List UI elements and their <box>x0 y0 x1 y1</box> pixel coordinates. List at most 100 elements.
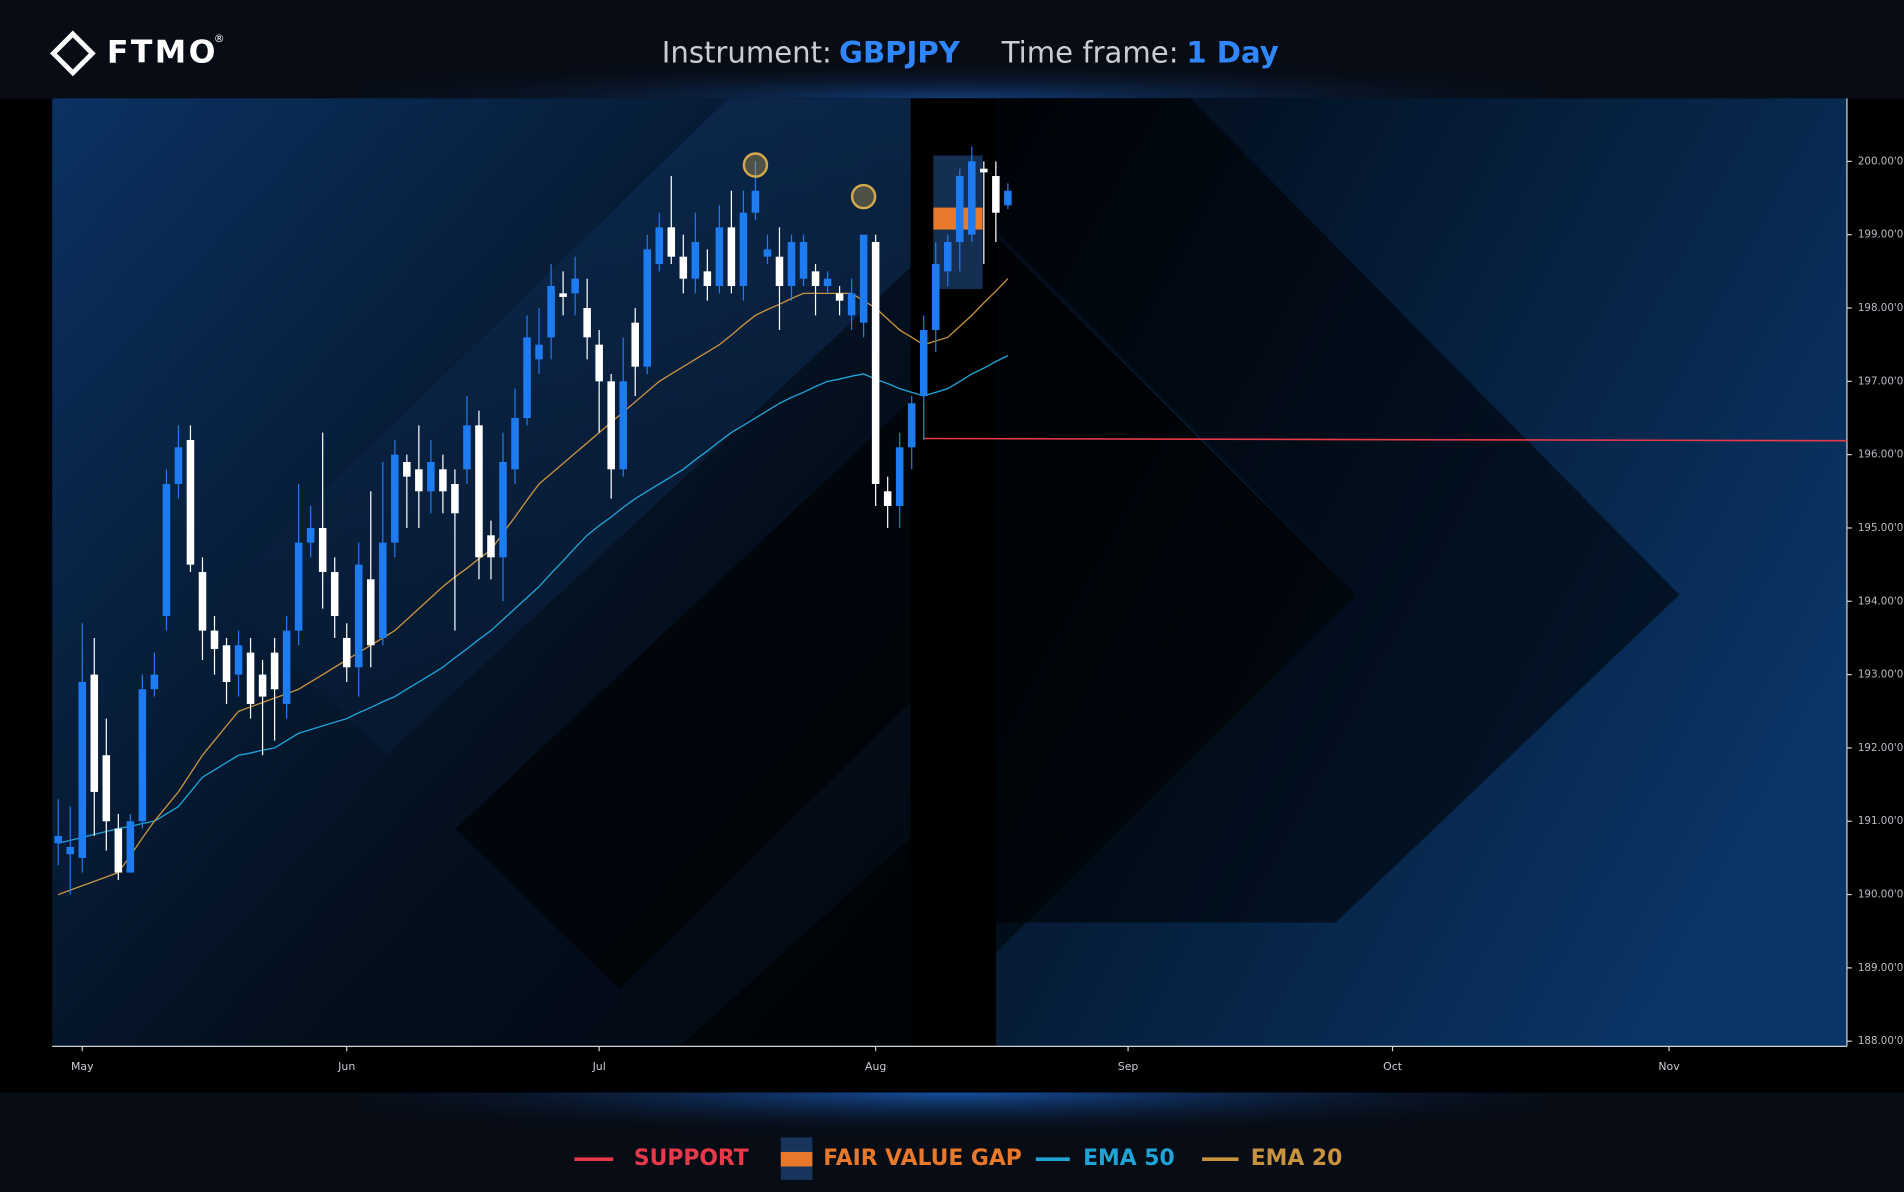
candle-body <box>126 821 135 873</box>
bg-shape <box>218 98 911 756</box>
candle-body <box>847 293 856 316</box>
swing-high-marker <box>850 183 877 210</box>
x-tick-label: Aug <box>865 1060 886 1073</box>
x-tick-label: Jul <box>592 1060 606 1073</box>
candle-body <box>162 483 171 616</box>
candle-body <box>559 293 567 298</box>
support-line <box>923 437 1847 442</box>
swing-high-marker <box>742 152 769 178</box>
candle-body <box>270 652 279 690</box>
candle-body <box>691 242 700 279</box>
candle-body <box>643 249 652 367</box>
x-tick-label: Jun <box>337 1060 355 1073</box>
candle-body <box>763 249 772 257</box>
legend-swatch <box>780 1151 813 1167</box>
candle-body <box>883 491 892 506</box>
candle-body <box>944 242 952 272</box>
candle-body <box>439 469 447 492</box>
candle-body <box>114 828 123 873</box>
candle-body <box>90 674 99 792</box>
candle-body <box>294 542 303 631</box>
timeframe: 1 Day <box>1186 36 1278 70</box>
candle-body <box>246 652 255 704</box>
y-tick-label: 190.00'0 <box>1858 889 1903 901</box>
candle-body <box>1004 190 1012 206</box>
candle-body <box>739 212 748 287</box>
candle-body <box>54 835 62 844</box>
candle-body <box>463 425 471 470</box>
logo-mark: ® <box>214 32 225 45</box>
y-tick-label: 197.00'0 <box>1858 375 1903 387</box>
y-tick-label: 199.00'0 <box>1858 229 1903 241</box>
candle-body <box>655 227 664 265</box>
candle-body <box>799 242 808 279</box>
candle-body <box>391 454 399 543</box>
header-glow <box>364 36 1540 99</box>
candle-body <box>931 264 940 331</box>
candle-body <box>607 381 615 470</box>
candle-body <box>619 381 627 470</box>
candle-body <box>258 674 267 697</box>
candle-body <box>595 344 603 382</box>
bg-shape <box>995 236 1357 953</box>
instrument: GBPJPY <box>839 36 961 70</box>
candle-body <box>968 161 976 235</box>
instrument-label: Instrument: <box>662 36 832 70</box>
candle-body <box>871 242 880 484</box>
candle-body <box>499 461 507 558</box>
candle-body <box>342 637 351 668</box>
candle-body <box>907 403 916 448</box>
candle-body <box>367 579 375 646</box>
candle-body <box>583 308 591 338</box>
y-tick-label: 189.00'0 <box>1858 962 1903 974</box>
candle-body <box>703 271 712 287</box>
timeframe-label: Time frame: <box>1001 36 1179 70</box>
bg-shape <box>680 837 911 1047</box>
candle-body <box>174 447 183 484</box>
candle-body <box>992 176 1000 213</box>
ema-line <box>58 355 1009 844</box>
y-tick-label: 193.00'0 <box>1858 669 1903 681</box>
candle-body <box>895 447 904 506</box>
candle-body <box>150 674 159 690</box>
candle-body <box>234 645 243 675</box>
candle-body <box>222 645 231 682</box>
x-tick-label: Oct <box>1383 1060 1403 1073</box>
candle-body <box>679 256 688 279</box>
legend-label: SUPPORT <box>634 1146 749 1171</box>
candle-body <box>727 227 736 287</box>
candle-body <box>198 571 207 631</box>
x-tick-label: Nov <box>1658 1060 1680 1073</box>
candle-body <box>956 176 964 243</box>
candle-body <box>511 417 519 470</box>
candle-body <box>186 439 195 565</box>
candle-body <box>282 630 291 704</box>
candle-body <box>210 630 219 649</box>
candle-body <box>715 227 724 287</box>
candle-body <box>102 755 111 822</box>
candle-body <box>547 286 555 338</box>
candle-body <box>787 242 796 287</box>
candle-body <box>306 527 315 543</box>
candle-body <box>535 344 543 360</box>
candle-body <box>859 234 868 323</box>
y-tick-label: 191.00'0 <box>1858 815 1903 827</box>
candle-body <box>403 461 411 477</box>
y-tick-label: 198.00'0 <box>1858 302 1903 314</box>
candle-body <box>475 425 483 558</box>
logo-icon <box>49 30 96 77</box>
y-tick-label: 195.00'0 <box>1858 522 1903 534</box>
candle-body <box>415 469 423 492</box>
candle-body <box>451 483 459 514</box>
candle-body <box>523 337 531 418</box>
candle-body <box>980 168 988 173</box>
footer-glow <box>364 1092 1540 1166</box>
candle-body <box>775 256 784 287</box>
candle-body <box>919 330 928 396</box>
candle-body <box>823 278 832 287</box>
y-tick-label: 194.00'0 <box>1858 595 1903 607</box>
candle-body <box>667 227 676 257</box>
candle-body <box>318 527 327 572</box>
candle-body <box>487 535 495 558</box>
